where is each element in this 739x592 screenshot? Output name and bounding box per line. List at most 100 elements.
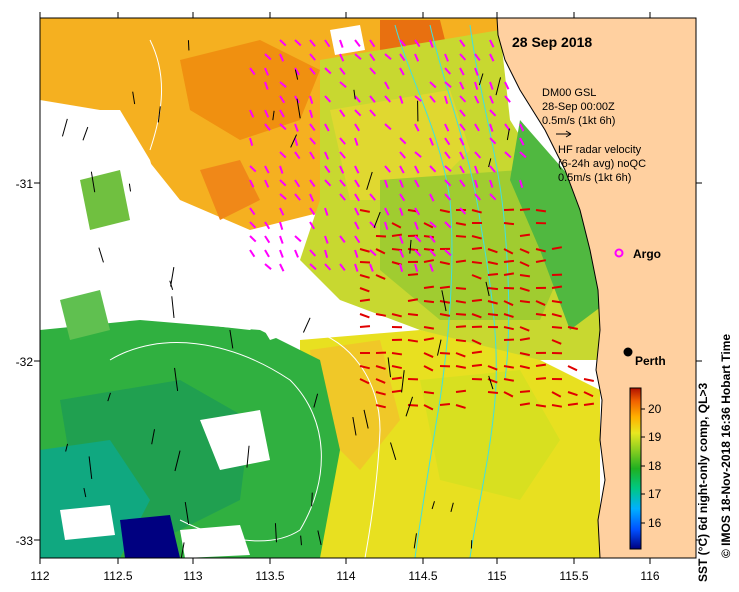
model-arrow — [171, 296, 175, 319]
glider-arrow — [264, 123, 271, 131]
hf-arrow — [487, 391, 499, 395]
hf-arrow — [455, 389, 467, 393]
glider-arrow — [369, 249, 377, 257]
hf-arrow — [519, 287, 530, 292]
hf-arrow — [503, 365, 515, 369]
hf-arrow — [391, 352, 403, 356]
glider-arrow — [354, 207, 360, 216]
hf-arrow — [455, 300, 467, 304]
model-arrow — [180, 542, 185, 558]
glider-legend-line2: 28-Sep 00:00Z — [542, 101, 615, 113]
hf-arrow — [359, 209, 371, 213]
y-tick-label: -31 — [16, 177, 34, 191]
glider-arrow — [504, 81, 510, 90]
glider-arrow — [459, 179, 466, 188]
glider-arrow — [339, 235, 346, 244]
glider-arrow — [519, 137, 525, 146]
hf-arrow — [519, 208, 531, 211]
sst-orange-patches — [180, 40, 320, 140]
x-tick-label: 114 — [336, 569, 355, 583]
hf-arrow — [551, 300, 563, 304]
perth-marker — [623, 347, 633, 357]
hf-arrow — [503, 272, 515, 276]
glider-arrow — [369, 67, 377, 75]
glider-arrow — [354, 39, 361, 47]
hf-arrow — [407, 248, 419, 252]
hf-arrow — [375, 365, 386, 370]
hf-arrow — [455, 235, 467, 238]
glider-arrow — [309, 95, 314, 104]
glider-arrow — [414, 53, 420, 62]
model-arrow — [290, 134, 298, 148]
hf-arrow — [359, 274, 370, 279]
glider-arrow — [459, 207, 467, 215]
hf-arrow — [567, 391, 578, 397]
glider-arrow — [444, 81, 452, 89]
glider-arrow — [489, 39, 495, 48]
glider-arrow — [354, 235, 361, 244]
argo-marker — [614, 248, 624, 258]
glider-arrow — [474, 81, 479, 90]
glider-arrow — [474, 151, 482, 159]
glider-arrow — [279, 263, 285, 272]
credit-text: © IMOS 18-Nov-2018 16:36 Hobart Time — [719, 334, 733, 558]
hf-arrow — [455, 339, 467, 343]
model-arrow — [272, 110, 275, 121]
hf-arrow — [359, 287, 370, 293]
glider-arrow — [249, 249, 256, 258]
hf-arrow — [535, 259, 547, 263]
glider-arrow — [294, 249, 299, 258]
hf-arrow — [567, 365, 578, 372]
glider-arrow — [519, 123, 525, 132]
bathy-contour-1 — [394, 24, 453, 558]
hf-arrow — [359, 365, 370, 370]
model-arrow — [128, 183, 132, 192]
glider-arrow — [354, 53, 362, 61]
glider-arrow — [294, 67, 300, 76]
glider-arrow — [399, 53, 406, 62]
hf-arrow — [391, 222, 402, 229]
hf-arrow — [455, 313, 467, 316]
hf-arrow — [583, 378, 595, 382]
glider-arrow — [474, 165, 479, 174]
hf-arrow — [551, 391, 562, 398]
hf-arrow — [519, 365, 530, 370]
glider-arrow — [324, 249, 329, 258]
model-arrow — [82, 126, 89, 141]
model-arrow — [405, 396, 414, 417]
glider-arrow — [474, 53, 481, 62]
model-arrow — [441, 290, 447, 312]
model-arrow — [488, 375, 494, 390]
x-tick-label: 113 — [183, 569, 202, 583]
model-arrow — [401, 370, 405, 393]
glider-arrow — [309, 179, 316, 188]
glider-arrow — [384, 123, 392, 131]
glider-arrow — [264, 81, 269, 90]
glider-arrow — [279, 81, 287, 88]
glider-arrow — [309, 39, 316, 47]
radar-legend-line3: 0.5m/s (1kt 6h) — [558, 172, 631, 184]
hf-arrow — [519, 402, 531, 406]
hf-arrow — [455, 287, 467, 290]
glider-arrow — [279, 193, 287, 200]
glider-arrow — [354, 137, 359, 146]
glider-arrow — [294, 123, 299, 132]
glider-arrow — [489, 165, 496, 173]
glider-arrow — [459, 165, 465, 174]
hf-arrow — [423, 300, 435, 304]
glider-arrow — [309, 151, 315, 160]
glider-arrow — [324, 179, 332, 187]
glider-arrow — [279, 53, 285, 62]
glider-arrow — [279, 249, 284, 258]
glider-arrow — [324, 39, 331, 48]
glider-arrow — [309, 207, 316, 216]
glider-arrow — [459, 81, 465, 90]
glider-arrow — [249, 207, 256, 216]
glider-arrow — [324, 95, 332, 103]
model-arrow — [65, 443, 69, 452]
glider-arrow — [264, 165, 270, 174]
glider-arrow — [324, 165, 331, 174]
glider-arrow — [429, 221, 437, 229]
hf-arrow — [359, 298, 371, 302]
plot-frame — [39, 17, 697, 559]
